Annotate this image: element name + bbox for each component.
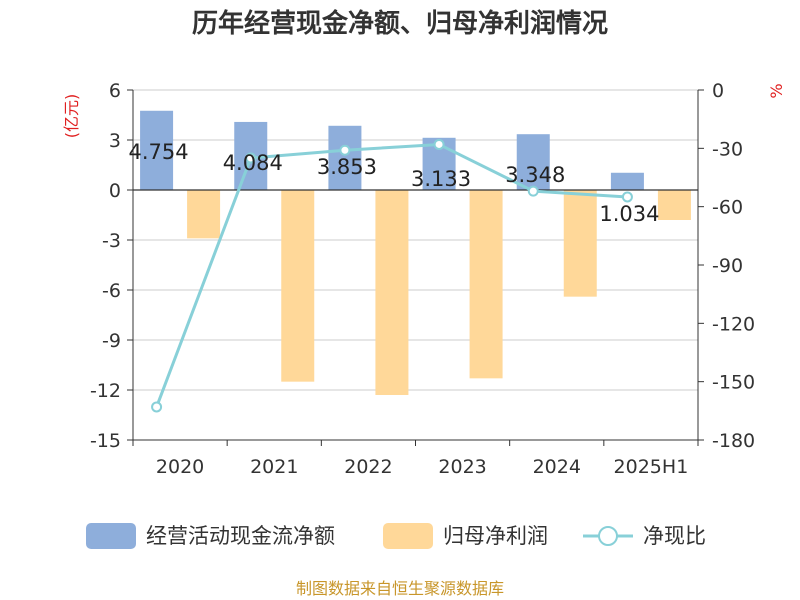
legend-label-cashflow: 经营活动现金流净额 — [146, 524, 335, 548]
grid — [133, 89, 698, 441]
right-tick-label: -90 — [712, 255, 743, 277]
cashflow-data-label: 4.754 — [129, 140, 189, 164]
cashflow-bar — [610, 172, 644, 190]
ratio-point — [339, 144, 351, 156]
legend-swatch-net-profit — [383, 523, 433, 549]
x-tick-label: 2024 — [533, 456, 581, 478]
ratio-point — [527, 185, 539, 197]
right-tick-label: -30 — [712, 138, 743, 160]
cashflow-bar — [328, 125, 362, 190]
ratio-point — [433, 138, 445, 150]
net-profit-bar — [281, 190, 315, 382]
cashflow-data-label: 1.034 — [599, 202, 659, 226]
net-profit-bar — [469, 190, 503, 379]
left-tick-label: -9 — [102, 330, 121, 352]
right-tick-label: -60 — [712, 197, 743, 219]
x-tick-label: 2025H1 — [614, 456, 689, 478]
ratio-point — [151, 401, 163, 413]
source-note: 制图数据来自恒生聚源数据库 — [296, 579, 504, 598]
net-profit-bar — [187, 190, 221, 239]
x-tick-label: 2020 — [156, 456, 204, 478]
ratio-point — [621, 191, 633, 203]
cashflow-data-label: 3.853 — [317, 155, 377, 179]
right-tick-label: 0 — [712, 80, 724, 102]
ratio-line — [155, 142, 628, 408]
left-tick-label: -15 — [90, 430, 121, 452]
right-tick-label: -120 — [712, 313, 755, 335]
net-profit-bar — [657, 190, 691, 220]
cashflow-data-label: 3.133 — [411, 167, 471, 191]
ratio-point — [245, 152, 257, 164]
x-tick-label: 2023 — [438, 456, 486, 478]
axes: 630-3-6-9-12-150-30-60-90-120-150-180202… — [90, 80, 755, 478]
right-tick-label: -150 — [712, 372, 755, 394]
legend-label-net-profit: 归母净利润 — [443, 524, 548, 548]
chart-title: 历年经营现金净额、归母净利润情况 — [192, 8, 608, 39]
right-tick-label: -180 — [712, 430, 755, 452]
cashflow-bar — [516, 134, 550, 190]
line-series — [151, 138, 633, 413]
left-tick-label: -3 — [102, 230, 121, 252]
left-tick-label: -6 — [102, 280, 121, 302]
bars — [140, 110, 691, 395]
left-tick-label: 0 — [109, 180, 121, 202]
right-axis-label: % — [767, 83, 786, 98]
x-tick-label: 2021 — [250, 456, 298, 478]
x-tick-label: 2022 — [344, 456, 392, 478]
cashflow-data-label: 3.348 — [505, 163, 565, 187]
legend-swatch-cashflow — [86, 523, 136, 549]
cashflow-bar — [140, 110, 174, 190]
left-tick-label: 3 — [109, 130, 121, 152]
legend: 经营活动现金流净额 归母净利润 净现比 — [86, 523, 706, 549]
net-profit-bar — [563, 190, 597, 297]
data-labels: 4.754 4.084 3.853 3.133 3.348 1.034 — [129, 140, 660, 226]
legend-label-ratio: 净现比 — [643, 524, 706, 548]
cashflow-data-label: 4.084 — [223, 151, 283, 175]
legend-marker-ratio — [598, 526, 618, 546]
left-axis-label: (亿元) — [62, 94, 81, 139]
left-tick-label: -12 — [90, 380, 121, 402]
net-profit-bar — [375, 190, 409, 395]
left-tick-label: 6 — [109, 80, 121, 102]
